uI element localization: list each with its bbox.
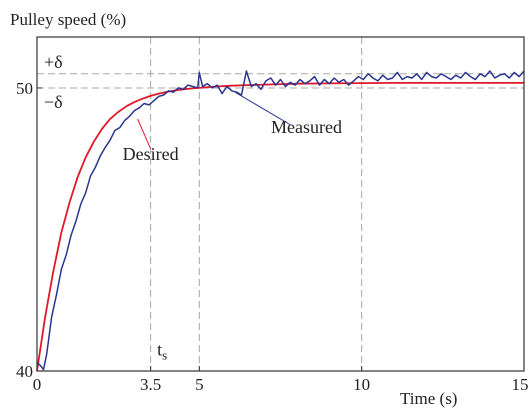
y-tick-label-0: 40 bbox=[16, 362, 33, 381]
annotation-2: ts bbox=[157, 339, 167, 362]
hline-label-0: +δ bbox=[44, 52, 63, 72]
annotation-0: Desired bbox=[123, 144, 179, 164]
series-lines bbox=[36, 70, 525, 372]
reference-lines bbox=[37, 37, 524, 371]
measured-leader-line bbox=[234, 91, 291, 126]
plot-frame bbox=[36, 36, 525, 372]
y-axis-label: Pulley speed (%) bbox=[10, 10, 126, 29]
annotation-1: Measured bbox=[271, 117, 342, 137]
annotation-subscript: s bbox=[162, 347, 167, 362]
x-axis-label: Time (s) bbox=[400, 389, 457, 408]
annotations: Desired Measured ts bbox=[123, 91, 342, 362]
x-tick-label-1: 3.5 bbox=[140, 375, 161, 394]
reference-line-labels: +δ −δ bbox=[44, 52, 63, 112]
x-tick-label-4: 15 bbox=[512, 375, 529, 394]
desired-leader-line bbox=[137, 118, 152, 150]
x-tick-label-3: 10 bbox=[353, 375, 370, 394]
y-tick-label-1: 50 bbox=[16, 79, 33, 98]
x-tick-label-0: 0 bbox=[33, 375, 42, 394]
hline-label-1: −δ bbox=[44, 92, 63, 112]
series-line-measured bbox=[36, 70, 525, 371]
x-tick-label-2: 5 bbox=[195, 375, 204, 394]
tick-labels: 0 3.5 5 10 15 40 50 bbox=[16, 79, 529, 394]
